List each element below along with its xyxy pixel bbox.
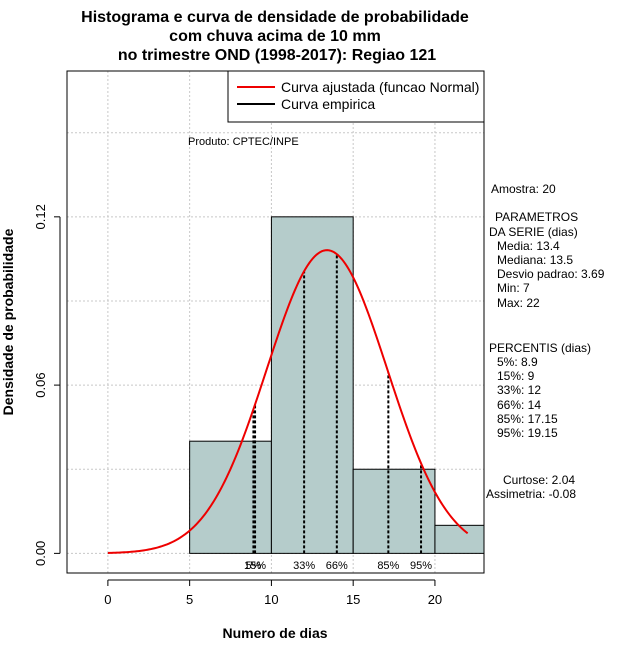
x-tick-label: 5 (186, 592, 193, 607)
stat-assimetria: Assimetria: -0.08 (486, 487, 576, 501)
perc-33: 33%: 12 (497, 383, 541, 397)
percentile-label: 5% (245, 560, 261, 572)
stat-curtose: Curtose: 2.04 (503, 473, 575, 487)
perc-85: 85%: 17.15 (497, 412, 558, 426)
title-line-2: com chuva acima de 10 mm (169, 28, 381, 45)
perc-header: PERCENTIS (dias) (489, 341, 591, 355)
y-axis-label: Densidade de probabilidade (0, 228, 16, 415)
perc-66: 66%: 14 (497, 398, 541, 412)
title-line-3: no trimestre OND (1998-2017): Regiao 121 (118, 47, 436, 64)
x-tick-label: 15 (346, 592, 360, 607)
param-max: Max: 22 (497, 296, 540, 310)
param-min: Min: 7 (497, 281, 530, 295)
y-tick-label: 0.12 (33, 204, 48, 229)
param-header-2: DA SERIE (dias) (489, 225, 578, 239)
param-header-1: PARAMETROS (495, 210, 578, 224)
fitted-normal-curve (107, 249, 469, 554)
perc-5: 5%: 8.9 (497, 355, 538, 369)
histogram-bar (189, 440, 272, 554)
perc-15: 15%: 9 (497, 369, 535, 383)
param-mediana: Mediana: 13.5 (497, 253, 573, 267)
percentile-label: 15% (244, 560, 266, 572)
histogram-bar (434, 524, 485, 554)
y-axis: 0.00 0.06 0.12 (33, 204, 61, 566)
stats-panel: Amostra: 20 PARAMETROS DA SERIE (dias) M… (486, 182, 605, 501)
y-tick-label: 0.06 (33, 372, 48, 397)
percentile-label: 95% (410, 560, 432, 572)
fitted-curve-group (107, 249, 469, 554)
legend-box (227, 70, 485, 123)
x-tick-label: 20 (428, 592, 442, 607)
x-tick-label: 10 (264, 592, 278, 607)
histogram-bar (352, 468, 436, 554)
x-axis-label: Numero de dias (222, 625, 327, 641)
legend: Curva ajustada (funcao Normal) Curva emp… (227, 70, 485, 123)
histogram-bars (189, 216, 485, 554)
perc-95: 95%: 19.15 (497, 426, 558, 440)
legend-empirical-label: Curva empirica (281, 96, 375, 112)
percentile-lines: 5%15% 33% 66% 85% 95% (244, 254, 432, 572)
param-media: Media: 13.4 (497, 239, 560, 253)
x-tick-label: 0 (104, 592, 111, 607)
percentile-label: 33% (293, 560, 315, 572)
x-axis: 0 5 10 15 20 (104, 579, 442, 607)
percentile-label: 85% (377, 560, 399, 572)
histogram-bar (270, 216, 354, 554)
param-desvio: Desvio padrao: 3.69 (497, 267, 605, 281)
product-note: Produto: CPTEC/INPE (188, 136, 299, 148)
title-line-1: Histograma e curva de densidade de proba… (81, 9, 469, 26)
stat-amostra: Amostra: 20 (491, 182, 556, 196)
legend-fitted-label: Curva ajustada (funcao Normal) (281, 79, 479, 95)
y-tick-label: 0.00 (33, 541, 48, 566)
chart-title: Histograma e curva de densidade de proba… (81, 9, 469, 64)
percentile-label: 66% (326, 560, 348, 572)
